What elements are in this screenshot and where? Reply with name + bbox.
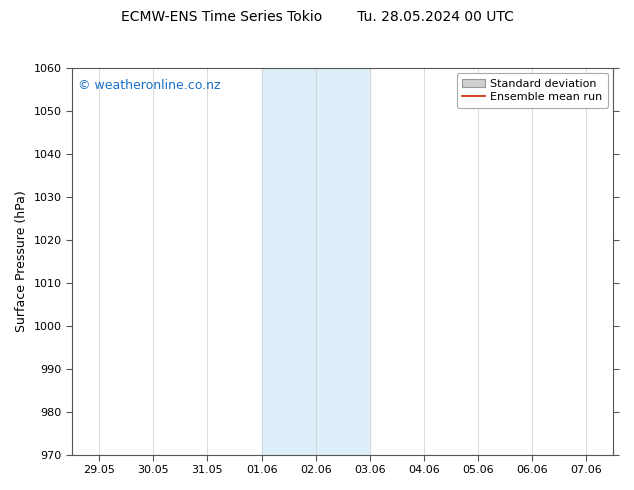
Bar: [262, 68, 370, 455]
Text: © weatheronline.co.nz: © weatheronline.co.nz: [77, 79, 220, 92]
Y-axis label: Surface Pressure (hPa): Surface Pressure (hPa): [15, 190, 28, 332]
Legend: Standard deviation, Ensemble mean run: Standard deviation, Ensemble mean run: [456, 73, 608, 108]
Text: ECMW-ENS Time Series Tokio        Tu. 28.05.2024 00 UTC: ECMW-ENS Time Series Tokio Tu. 28.05.202…: [120, 10, 514, 24]
